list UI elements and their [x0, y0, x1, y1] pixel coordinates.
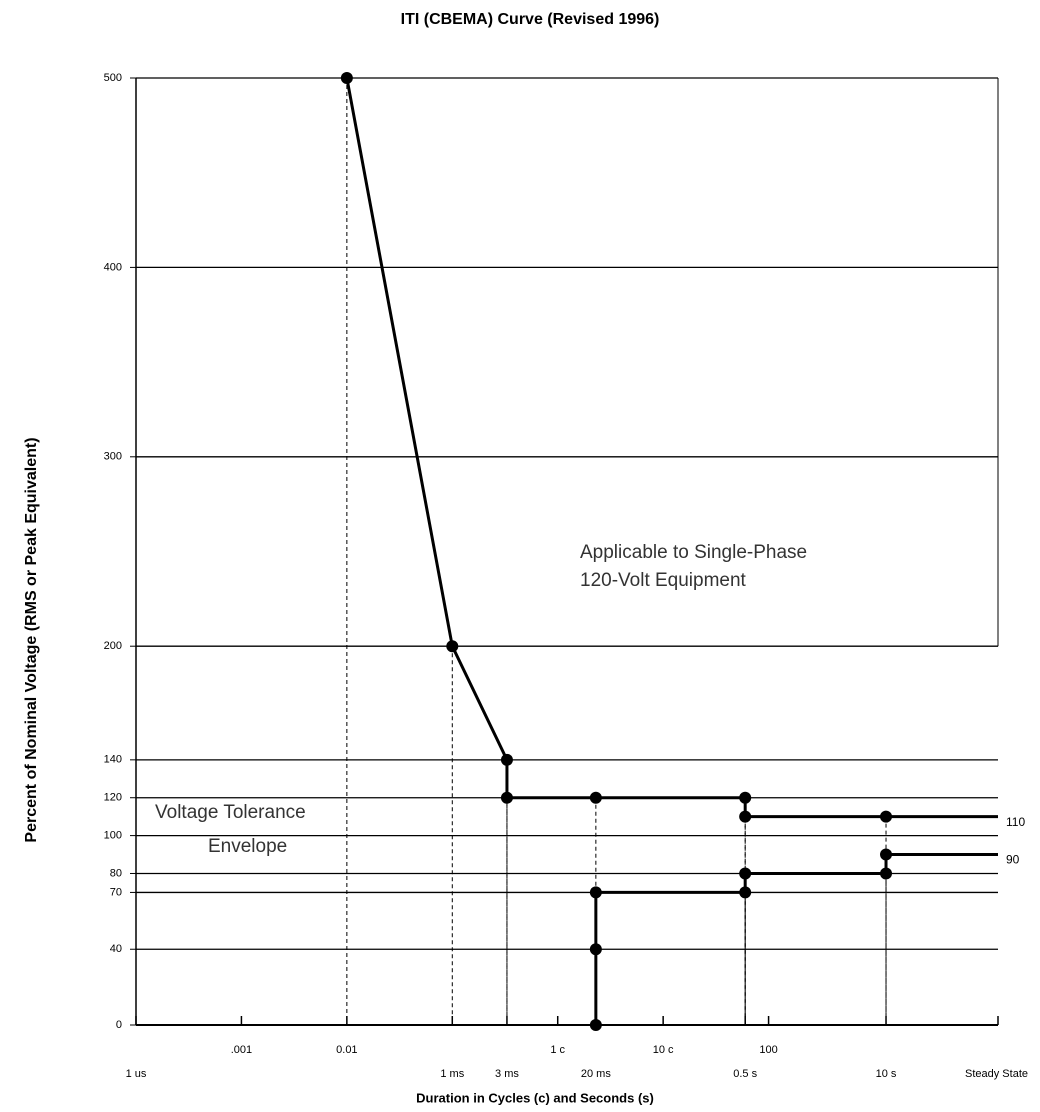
x-tick-label: 100: [759, 1044, 777, 1056]
x-tick-label: 10 c: [653, 1044, 674, 1056]
y-tick-label: 300: [104, 451, 122, 463]
annotation: 120-Volt Equipment: [580, 570, 747, 591]
curve: [345, 77, 998, 819]
y-tick-label: 200: [104, 640, 122, 652]
x-tick-label: 10 s: [876, 1068, 897, 1080]
vertex-marker: [589, 791, 602, 804]
y-axis-label: Percent of Nominal Voltage (RMS or Peak …: [23, 437, 40, 842]
y-tick-label: 0: [116, 1019, 122, 1031]
vertex-marker: [739, 867, 752, 880]
y-tick-label: 140: [104, 754, 122, 766]
x-tick-label: 20 ms: [581, 1068, 611, 1080]
annotation: Applicable to Single-Phase: [580, 542, 807, 563]
x-tick-label: 1 ms: [440, 1068, 464, 1080]
x-tick-label: 3 ms: [495, 1068, 519, 1080]
x-tick-label: Steady State: [965, 1068, 1028, 1080]
x-tick-label: 0.01: [336, 1044, 357, 1056]
y-tick-label: 70: [110, 886, 122, 898]
vertex-marker: [500, 753, 513, 766]
vertex-marker: [739, 886, 752, 899]
vertex-marker: [589, 943, 602, 956]
vertex-marker: [446, 640, 459, 653]
chart-title: ITI (CBEMA) Curve (Revised 1996): [401, 11, 660, 28]
end-value-label: 90: [1006, 853, 1020, 867]
vertex-marker: [589, 1019, 602, 1031]
y-tick-label: 40: [110, 943, 122, 955]
y-tick-label: 400: [104, 261, 122, 273]
x-tick-label: 0.5 s: [733, 1068, 757, 1080]
vertex-marker: [739, 791, 752, 804]
vertex-marker: [880, 848, 893, 861]
annotation: Voltage Tolerance: [155, 802, 306, 823]
vertex-marker: [880, 867, 893, 880]
y-tick-label: 100: [104, 830, 122, 842]
vertex-marker: [589, 886, 602, 899]
vertex-marker: [739, 810, 752, 823]
vertex-marker: [880, 810, 893, 823]
x-tick-label: .001: [231, 1044, 252, 1056]
curve: [594, 853, 998, 1025]
vertex-marker: [340, 72, 353, 84]
x-tick-label: 1 us: [126, 1068, 147, 1080]
vertex-marker: [500, 791, 513, 804]
end-value-label: 110: [1006, 815, 1025, 829]
y-tick-label: 80: [110, 867, 122, 879]
x-axis-label: Duration in Cycles (c) and Seconds (s): [416, 1090, 654, 1105]
y-tick-label: 120: [104, 792, 122, 804]
x-tick-label: 1 c: [550, 1044, 565, 1056]
annotation: Envelope: [208, 836, 287, 857]
y-tick-label: 500: [104, 72, 122, 84]
